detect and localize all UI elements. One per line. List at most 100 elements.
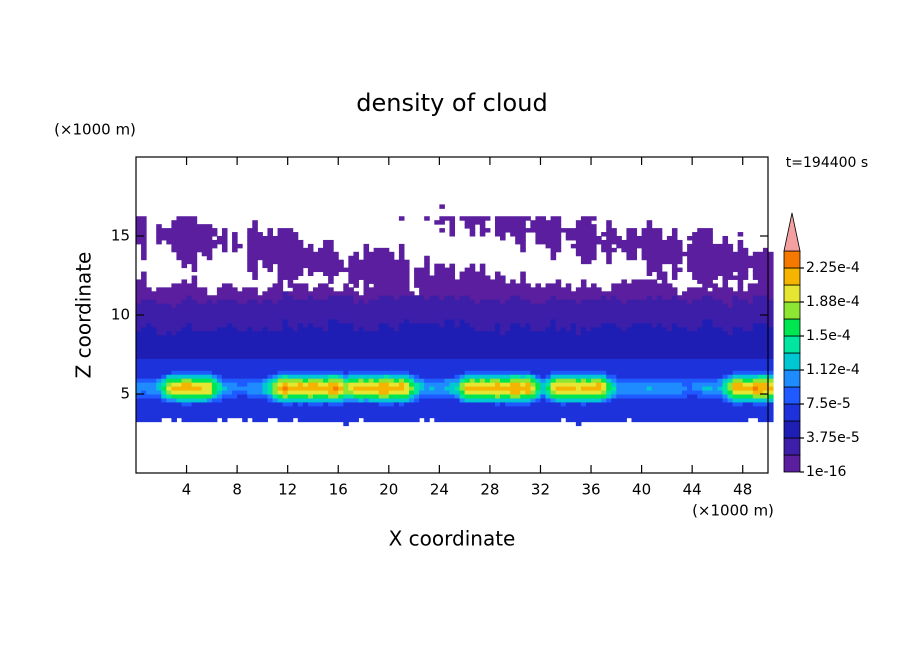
contour-cell bbox=[171, 330, 177, 336]
contour-cell bbox=[247, 326, 253, 332]
contour-cell bbox=[449, 390, 461, 395]
contour-cell bbox=[752, 386, 759, 391]
contour-cell bbox=[550, 247, 562, 253]
contour-cell bbox=[161, 374, 167, 379]
contour-cell bbox=[277, 378, 304, 383]
contour-cell bbox=[439, 216, 456, 221]
contour-cell bbox=[297, 322, 304, 328]
contour-cell bbox=[484, 378, 491, 383]
contour-cell bbox=[247, 382, 263, 387]
contour-cell bbox=[136, 283, 147, 288]
contour-cell bbox=[575, 421, 582, 427]
contour-cell bbox=[343, 287, 354, 292]
contour-cell bbox=[469, 263, 476, 269]
contour-cell bbox=[358, 326, 365, 332]
contour-cell bbox=[616, 390, 683, 395]
contour-cell bbox=[409, 382, 415, 387]
contour-cell bbox=[752, 267, 774, 273]
contour-cell bbox=[156, 239, 162, 245]
contour-cell bbox=[479, 378, 486, 383]
contour-cell bbox=[221, 378, 263, 383]
contour-cell bbox=[676, 322, 703, 328]
contour-cell bbox=[762, 247, 769, 253]
contour-cell bbox=[136, 287, 152, 292]
contour-cell bbox=[237, 299, 248, 304]
contour-cell bbox=[479, 263, 486, 269]
contour-cell bbox=[141, 275, 147, 280]
contour-cell bbox=[596, 382, 602, 387]
contour-cell bbox=[616, 322, 632, 328]
contour-cell bbox=[267, 394, 274, 399]
contour-cell bbox=[510, 326, 531, 332]
contour-cell bbox=[181, 263, 188, 269]
contour-cell bbox=[727, 374, 734, 379]
contour-cell bbox=[216, 382, 223, 387]
contour-cell bbox=[464, 370, 531, 375]
contour-cell bbox=[176, 330, 501, 336]
contour-cell bbox=[682, 390, 703, 395]
contour-cell bbox=[136, 338, 774, 344]
contour-cell bbox=[363, 243, 370, 249]
colorbar-label: 3.75e-5 bbox=[806, 430, 860, 446]
contour-cell bbox=[550, 318, 557, 324]
contour-cell bbox=[459, 318, 466, 324]
contour-cell bbox=[626, 326, 668, 332]
contour-cell bbox=[601, 397, 607, 403]
contour-cell bbox=[318, 382, 329, 387]
contour-cell bbox=[141, 390, 147, 395]
contour-cell bbox=[232, 322, 284, 328]
contour-cell bbox=[429, 386, 435, 391]
contour-cell bbox=[459, 397, 466, 403]
contour-cell bbox=[722, 326, 734, 332]
contour-cell bbox=[262, 382, 268, 387]
contour-cell bbox=[550, 382, 597, 387]
contour-cell bbox=[520, 390, 526, 395]
contour-cell bbox=[252, 326, 263, 332]
contour-cell bbox=[550, 394, 607, 399]
contour-cell bbox=[424, 382, 450, 387]
contour-cell bbox=[136, 295, 188, 300]
contour-cell bbox=[282, 394, 289, 399]
contour-cell bbox=[500, 236, 506, 241]
contour-cell bbox=[601, 247, 617, 253]
contour-cell bbox=[343, 390, 354, 395]
contour-cell bbox=[591, 378, 602, 383]
contour-cell bbox=[550, 255, 557, 261]
contour-cell bbox=[671, 275, 678, 280]
contour-cell bbox=[545, 390, 552, 395]
contour-cell bbox=[732, 397, 774, 403]
contour-cell bbox=[757, 417, 774, 423]
contour-cell bbox=[757, 374, 769, 379]
contour-cell bbox=[505, 299, 531, 304]
contour-cell bbox=[757, 386, 774, 391]
contour-cell bbox=[414, 267, 430, 273]
contour-cell bbox=[272, 394, 279, 399]
contour-cell bbox=[156, 228, 218, 233]
contour-cell bbox=[191, 382, 213, 387]
colorbar-box bbox=[783, 318, 801, 337]
contour-cell bbox=[510, 322, 521, 328]
contour-cell bbox=[732, 299, 749, 304]
contour-cell bbox=[454, 295, 461, 300]
contour-cell bbox=[454, 394, 461, 399]
contour-cell bbox=[768, 322, 774, 328]
contour-cell bbox=[141, 271, 147, 276]
contour-cell bbox=[419, 394, 456, 399]
contour-cell bbox=[247, 228, 258, 233]
contour-cell bbox=[737, 271, 749, 276]
contour-cell bbox=[393, 295, 400, 300]
contour-cell bbox=[419, 386, 425, 391]
contour-cell bbox=[358, 378, 365, 383]
contour-cell bbox=[287, 291, 359, 296]
contour-cell bbox=[247, 247, 314, 253]
contour-cell bbox=[737, 243, 744, 249]
contour-cell bbox=[166, 386, 172, 391]
contour-cell bbox=[444, 378, 461, 383]
contour-cell bbox=[732, 386, 754, 391]
contour-cell bbox=[545, 378, 552, 383]
contour-cell bbox=[530, 374, 536, 379]
contour-cell bbox=[398, 382, 405, 387]
colorbar-label: 1.12e-4 bbox=[806, 362, 860, 378]
contour-cell bbox=[535, 232, 562, 237]
contour-cell bbox=[373, 247, 390, 253]
